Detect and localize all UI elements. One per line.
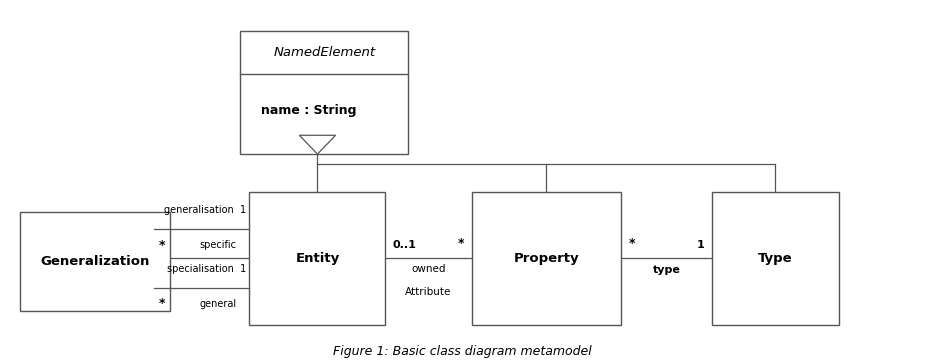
Bar (250, 192, 386, 325)
Text: specific: specific (200, 240, 237, 250)
Text: NamedElement: NamedElement (273, 46, 376, 59)
Text: *: * (458, 237, 464, 250)
Text: Type: Type (758, 252, 793, 265)
Text: 0..1: 0..1 (393, 240, 416, 250)
Bar (240, 31, 408, 154)
Bar (20, 212, 169, 311)
Text: Figure 1: Basic class diagram metamodel: Figure 1: Basic class diagram metamodel (333, 345, 592, 358)
Text: name : String: name : String (261, 104, 356, 117)
Text: Attribute: Attribute (405, 287, 451, 297)
Text: Generalization: Generalization (40, 255, 150, 268)
Text: 1: 1 (697, 240, 705, 250)
Text: generalisation  1: generalisation 1 (164, 205, 246, 215)
Text: *: * (159, 297, 166, 310)
Text: general: general (200, 299, 237, 309)
Text: owned: owned (412, 264, 446, 274)
Text: *: * (628, 237, 635, 250)
Text: Entity: Entity (295, 252, 339, 265)
Text: *: * (159, 239, 166, 252)
Polygon shape (300, 135, 336, 154)
Text: Property: Property (513, 252, 579, 265)
Text: type: type (652, 265, 681, 275)
Text: specialisation  1: specialisation 1 (166, 264, 246, 274)
Bar (712, 192, 839, 325)
Bar (472, 192, 622, 325)
